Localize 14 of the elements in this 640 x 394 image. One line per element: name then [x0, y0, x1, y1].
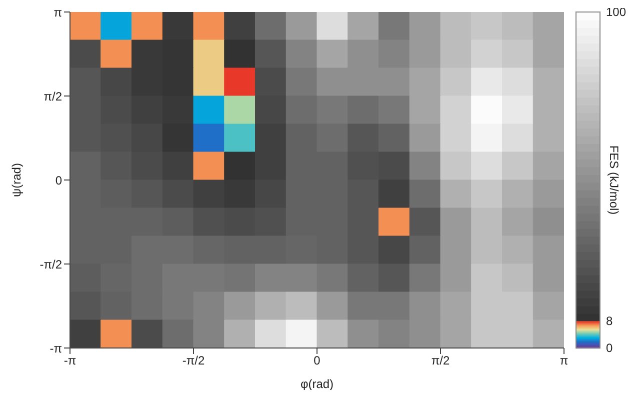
- y-tick-label: π: [54, 5, 62, 20]
- x-tick-label: -π/2: [182, 354, 205, 368]
- y-tick-label: -π/2: [40, 257, 62, 272]
- color-bar-label: 8: [606, 314, 613, 328]
- y-axis-title: ψ(rad): [9, 163, 24, 197]
- color-bar-title: FES (kJ/mol): [607, 145, 621, 215]
- x-tick-label: π/2: [431, 354, 450, 368]
- x-tick-label: 0: [314, 354, 321, 368]
- y-tick-label: π/2: [44, 89, 62, 104]
- y-tick-label: -π: [50, 341, 62, 356]
- x-tick-label: π: [560, 354, 568, 368]
- color-bar-label: 0: [606, 341, 613, 355]
- y-tick-label: 0: [55, 173, 62, 188]
- x-tick-label: -π: [64, 354, 76, 368]
